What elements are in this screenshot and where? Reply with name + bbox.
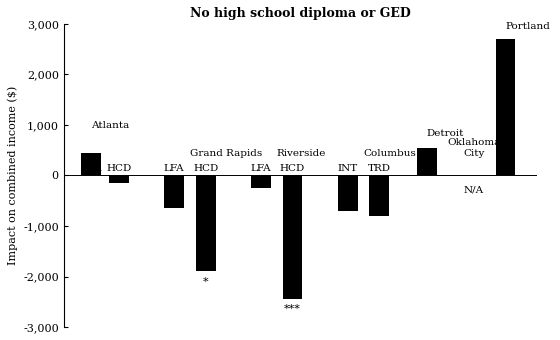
Text: LFA: LFA [81,164,101,173]
Bar [496,39,515,175]
Text: Oklahoma
City: Oklahoma City [447,138,501,158]
Text: HCD: HCD [106,164,132,173]
Bar [251,175,271,188]
Title: No high school diploma or GED: No high school diploma or GED [190,7,411,20]
Bar [196,175,216,271]
Bar [109,175,129,183]
Text: N/A: N/A [464,186,484,194]
Text: Grand Rapids: Grand Rapids [190,149,262,158]
Text: LFA: LFA [251,164,271,173]
Text: Atlanta: Atlanta [91,121,129,130]
Text: LFA: LFA [164,164,184,173]
Text: *: * [203,276,208,287]
Text: INT: INT [338,164,358,173]
Text: TRD: TRD [368,164,391,173]
Text: Detroit: Detroit [427,129,464,138]
Bar [370,175,389,216]
Text: HCD: HCD [193,164,218,173]
Bar [81,153,101,175]
Bar [338,175,358,211]
Text: Riverside: Riverside [277,149,326,158]
Text: Columbus: Columbus [363,149,416,158]
Bar [417,148,436,175]
Text: HCD: HCD [280,164,305,173]
Bar [283,175,302,299]
Y-axis label: Impact on combined income ($): Impact on combined income ($) [7,86,17,265]
Text: Portland: Portland [506,22,550,32]
Text: ***: *** [284,304,301,314]
Bar [164,175,184,208]
